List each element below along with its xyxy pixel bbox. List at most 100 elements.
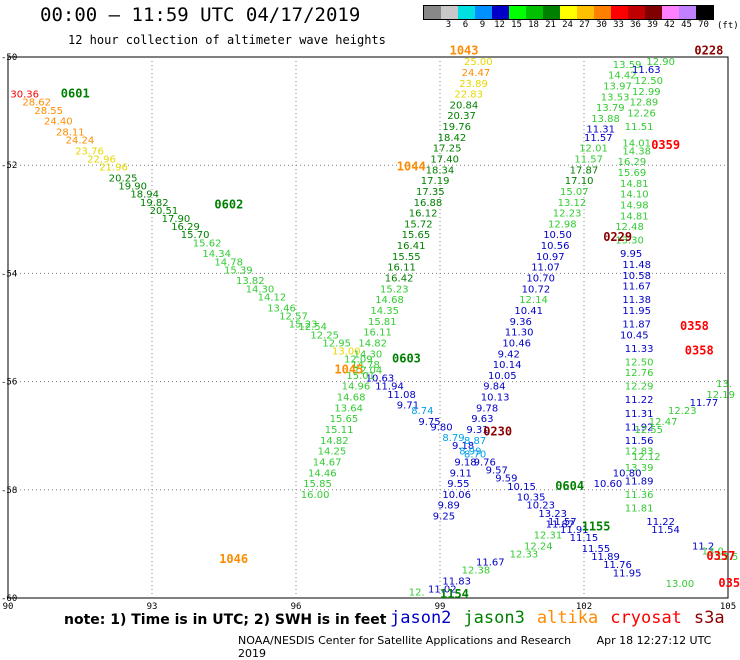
scale-label: 27 — [579, 20, 590, 30]
pass-time-label: 1046 — [219, 552, 248, 566]
swh-value: 14.01 — [622, 138, 651, 149]
swh-value: 11.55 — [582, 544, 611, 555]
scale-label: 3 — [445, 20, 452, 30]
swh-value: 11.89 — [591, 552, 620, 563]
swh-value: 9.89 — [438, 501, 460, 512]
swh-value: 12.12 — [632, 452, 661, 463]
swh-value: 12.83 — [625, 447, 654, 458]
swh-value: 14.82 — [320, 436, 349, 447]
swh-value: 14.81 — [620, 211, 649, 222]
color-scale: 3 6 9 12 15 18 21 24 27 30 33 36 39 42 45 70 (ft) — [423, 5, 739, 31]
swh-value: 10.60 — [594, 479, 623, 490]
swh-value: 10.72 — [522, 284, 551, 295]
swh-value: 13.97 — [603, 81, 632, 92]
swh-value: 9.18 — [454, 457, 476, 468]
swh-value: 12.04 — [354, 365, 383, 376]
scale-swatch — [458, 6, 475, 19]
pass-time-label: 1155 — [582, 519, 611, 533]
lat-tick-label: -60 — [1, 594, 17, 604]
scale-label: 21 — [545, 20, 556, 30]
swh-value: 11.56 — [625, 436, 654, 447]
swh-value: 10.46 — [502, 338, 531, 349]
swh-value: 12.95 — [322, 338, 351, 349]
pass-time-label: 0359 — [651, 138, 680, 152]
swh-value: 11.92 — [625, 422, 654, 433]
swh-value: 23.89 — [459, 79, 488, 90]
swh-value: 13.30 — [615, 236, 644, 247]
scale-label: 42 — [664, 20, 675, 30]
swh-value: 13.88 — [591, 114, 620, 125]
swh-value: 9.36 — [510, 317, 532, 328]
swh-value: 9.42 — [498, 349, 520, 360]
swh-value: 16.29 — [171, 222, 200, 233]
swh-value: 10.45 — [620, 330, 649, 341]
swh-value: 15.81 — [368, 317, 397, 328]
swh-value: 19.76 — [442, 122, 471, 133]
scale-swatch — [441, 6, 458, 19]
swh-value: 16.12 — [409, 209, 438, 220]
swh-value: 12.76 — [625, 368, 654, 379]
legend-s3a: s3a — [693, 608, 725, 628]
swh-value: 11.95 — [622, 306, 651, 317]
swh-value: 10.58 — [622, 271, 651, 282]
swh-value: 20.84 — [450, 100, 479, 111]
swh-value: 14.38 — [622, 146, 651, 157]
swh-value: 12.48 — [615, 222, 644, 233]
legend-cryosat: cryosat — [610, 608, 682, 628]
scale-label: 30 — [596, 20, 607, 30]
swh-value: 12.25 — [310, 330, 339, 341]
swh-value: 12.26 — [627, 109, 656, 120]
swh-value: 11.48 — [622, 260, 651, 271]
swh-value: 10.05 — [488, 371, 517, 382]
swh-value: 12.89 — [630, 98, 659, 109]
swh-value: 24.40 — [44, 117, 73, 128]
swh-value: 14.30 — [246, 284, 275, 295]
swh-value: 18.42 — [438, 133, 467, 144]
scale-label: 33 — [613, 20, 624, 30]
swh-value: 17.35 — [416, 187, 445, 198]
swh-value: 12.24 — [524, 541, 553, 552]
swh-value: 13.23 — [538, 509, 567, 520]
swh-value: 11.22 — [625, 395, 654, 406]
swh-value: 17.90 — [162, 214, 191, 225]
swh-value: 11.76 — [603, 560, 632, 571]
swh-value: 16.29 — [618, 157, 647, 168]
swh-value: 13. — [716, 379, 732, 390]
lon-tick-label: 105 — [720, 602, 736, 612]
swh-value: 9.78 — [476, 403, 498, 414]
swh-value: 13.12 — [558, 198, 587, 209]
page-subtitle: 12 hour collection of altimeter wave hei… — [68, 33, 386, 47]
lon-tick-label: 99 — [435, 602, 446, 612]
swh-value: 13.82 — [236, 276, 265, 287]
swh-value: 10.63 — [366, 374, 395, 385]
swh-value: 12.01 — [579, 144, 608, 155]
swh-value: 16.42 — [385, 274, 414, 285]
swh-value: 11.57 — [548, 517, 577, 528]
swh-value: 17.19 — [421, 176, 450, 187]
swh-value: 12.99 — [632, 87, 661, 98]
swh-value: 14.35 — [370, 306, 399, 317]
swh-value: 12.55 — [634, 425, 663, 436]
swh-value: 14.78 — [214, 257, 243, 268]
swh-value: 9.71 — [397, 401, 419, 412]
swh-value: 12.90 — [646, 57, 675, 68]
swh-value: 11.31 — [586, 125, 615, 136]
swh-value: 12.50 — [634, 76, 663, 87]
swh-value: 10.23 — [526, 501, 555, 512]
swh-value: 14.46 — [308, 468, 337, 479]
legend-altika: altika — [536, 608, 599, 628]
swh-value: 15.85 — [303, 479, 332, 490]
swh-value: 8.79 — [442, 433, 464, 444]
swh-value: 11.54 — [651, 525, 680, 536]
swh-value: 10.06 — [442, 490, 471, 501]
swh-value: 11.33 — [625, 344, 654, 355]
swh-value: 13.59 — [613, 60, 642, 71]
swh-value: 13.39 — [625, 463, 654, 474]
swh-value: 11.31 — [625, 409, 654, 420]
swh-value: 25.00 — [464, 57, 493, 68]
swh-value: 10.15 — [507, 482, 536, 493]
swh-value: 9.31 — [466, 425, 488, 436]
swh-value: 11.08 — [387, 390, 416, 401]
scale-swatch — [628, 6, 645, 19]
